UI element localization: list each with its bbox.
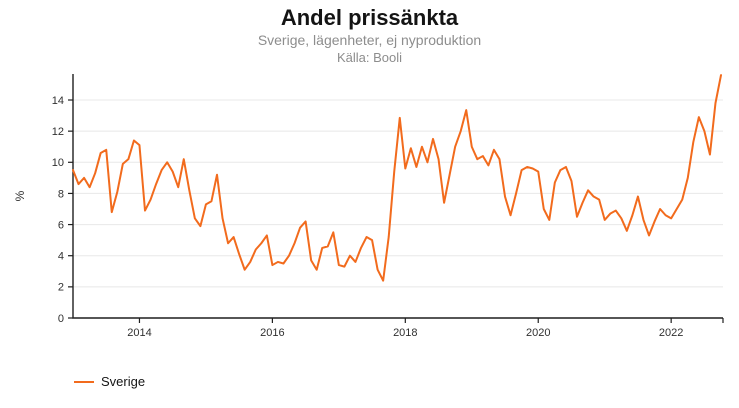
chart-title: Andel prissänkta	[280, 5, 459, 30]
legend-label: Sverige	[101, 374, 146, 389]
y-tick-label-6: 6	[58, 219, 64, 231]
y-tick-label-2: 2	[58, 282, 64, 294]
x-tick-label-2022: 2022	[659, 327, 683, 339]
series-line-sverige	[72, 74, 723, 282]
chart-legend: Sverige	[74, 374, 145, 389]
chart-source: Källa: Booli	[336, 50, 403, 65]
x-tick-label-2018: 2018	[393, 327, 417, 339]
legend-item-sverige[interactable]: Sverige	[74, 374, 145, 389]
y-tick-label-10: 10	[52, 157, 64, 169]
y-tick-label-14: 14	[52, 95, 64, 107]
y-tick-label-4: 4	[58, 251, 64, 263]
x-tick-label-2020: 2020	[526, 327, 550, 339]
y-tick-label-0: 0	[58, 313, 64, 325]
y-axis-label: %	[13, 190, 27, 201]
y-tick-label-8: 8	[58, 188, 64, 200]
axis-lines	[72, 74, 723, 319]
y-tick-label-12: 12	[52, 126, 64, 138]
chart-header: Andel prissänkta Sverige, lägenheter, ej…	[0, 5, 739, 66]
x-tick-label-2016: 2016	[260, 327, 284, 339]
legend-line-swatch	[74, 380, 94, 383]
chart-subtitle: Sverige, lägenheter, ej nyproduktion	[257, 32, 482, 48]
x-tick-label-2014: 2014	[127, 327, 151, 339]
